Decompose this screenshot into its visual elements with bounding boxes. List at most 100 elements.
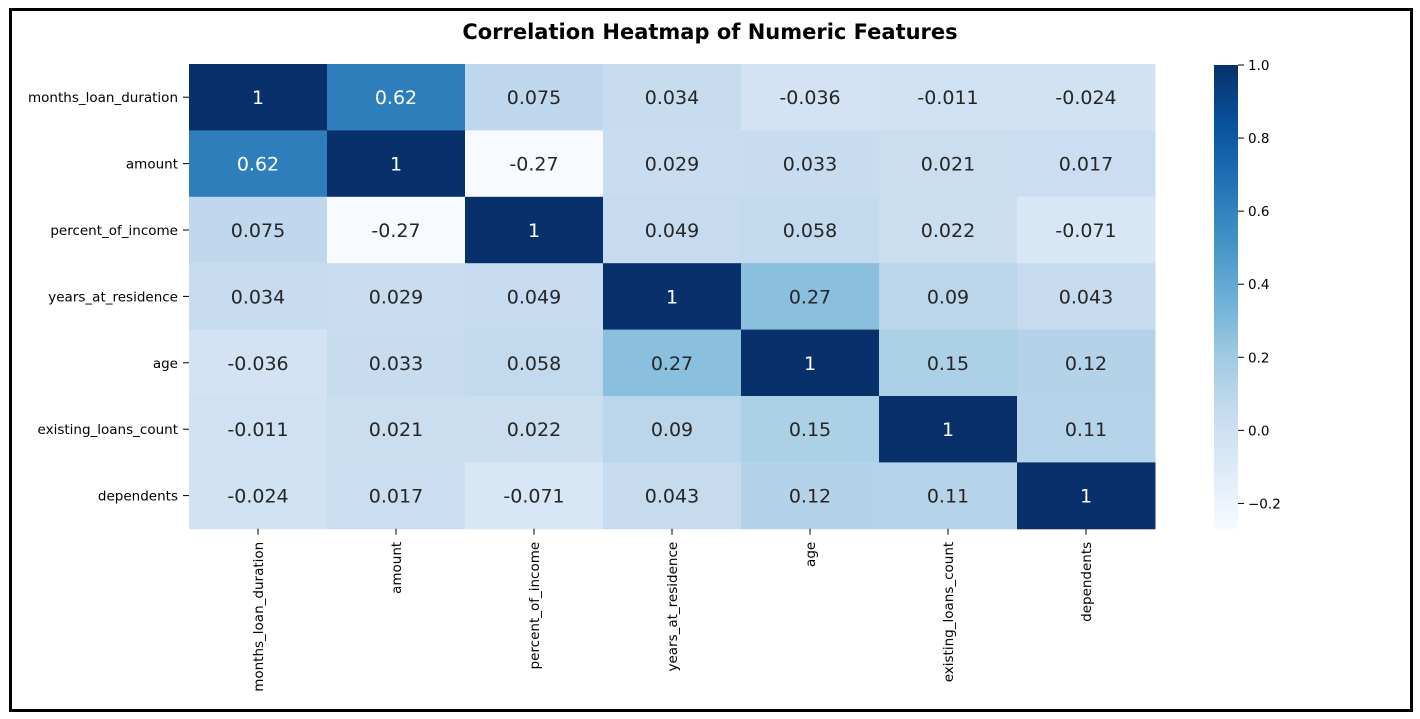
cell-annotation: 0.12 xyxy=(789,486,831,508)
cell-annotation: 1 xyxy=(666,286,678,308)
y-tick-label: years_at_residence xyxy=(48,289,178,305)
cell-annotation: 0.022 xyxy=(921,220,975,242)
x-tick-label: dependents xyxy=(1079,542,1095,622)
cell-annotation: 0.058 xyxy=(507,353,561,375)
heatmap-cell xyxy=(327,196,466,264)
x-tick-label: age xyxy=(803,542,819,567)
y-tick-label: existing_loans_count xyxy=(38,422,178,438)
cell-annotation: 1 xyxy=(1080,486,1092,508)
colorbar-tick-label: 0.4 xyxy=(1248,277,1269,293)
heatmap-cell xyxy=(879,130,1018,198)
column-labels: months_loan_duration amount percent_of_inc… xyxy=(251,528,1095,692)
heatmap-cell xyxy=(465,396,604,463)
y-tick-label: percent_of_income xyxy=(50,223,178,239)
cell-annotation: 0.043 xyxy=(645,486,699,508)
cell-annotation: -0.27 xyxy=(509,154,558,176)
heatmap-cell xyxy=(603,462,742,530)
cell-annotation: 0.62 xyxy=(375,87,417,109)
heatmap-cell xyxy=(1017,396,1156,463)
heatmap-cell xyxy=(465,462,604,530)
x-tick-label: years_at_residence xyxy=(665,542,681,672)
cell-annotation: -0.036 xyxy=(227,353,288,375)
cell-annotation: 0.27 xyxy=(789,286,831,308)
cell-annotation: 0.27 xyxy=(651,353,693,375)
heatmap-cell xyxy=(327,130,466,198)
heatmap-cell xyxy=(603,130,742,198)
heatmap-cell xyxy=(465,64,604,131)
heatmap-cell xyxy=(603,263,742,331)
heatmap-cell xyxy=(603,196,742,264)
heatmap-cell xyxy=(465,329,604,397)
heatmap-cell xyxy=(1017,64,1156,131)
cell-annotation: -0.024 xyxy=(227,486,288,508)
cell-annotation: 1 xyxy=(390,154,402,176)
heatmap-cell xyxy=(603,64,742,131)
heatmap-cell xyxy=(189,462,328,530)
colorbar-tick-label: −0.2 xyxy=(1248,496,1281,512)
cell-annotation: 0.058 xyxy=(783,220,837,242)
cell-annotation: 0.62 xyxy=(237,154,279,176)
cell-annotation: 1 xyxy=(528,220,540,242)
heatmap-cells: 1 0.62 0.075 0.034 -0.036 -0.011 -0.024 0.62 1 -0… xyxy=(189,64,1156,530)
cell-annotation: 0.09 xyxy=(927,286,969,308)
heatmap-cell xyxy=(741,130,880,198)
heatmap-cell xyxy=(189,329,328,397)
cell-annotation: 0.021 xyxy=(921,154,975,176)
heatmap-cell xyxy=(741,396,880,463)
y-tick-label: dependents xyxy=(98,489,178,505)
x-tick-label: months_loan_duration xyxy=(251,542,267,692)
y-tick-label: amount xyxy=(126,157,178,173)
cell-annotation: 0.15 xyxy=(789,419,831,441)
colorbar: 1.0 0.8 0.6 0.4 0.2 0.0 −0.2 xyxy=(1214,58,1281,529)
x-tick-label: existing_loans_count xyxy=(941,542,957,682)
x-tick-label: amount xyxy=(389,542,405,594)
heatmap-cell xyxy=(1017,196,1156,264)
cell-annotation: 1 xyxy=(942,419,954,441)
colorbar-tick-label: 0.8 xyxy=(1248,131,1269,147)
y-tick-label: age xyxy=(153,356,178,372)
heatmap-cell xyxy=(189,396,328,463)
colorbar-tick-label: 0.2 xyxy=(1248,350,1269,366)
cell-annotation: 0.049 xyxy=(507,286,561,308)
cell-annotation: 0.033 xyxy=(783,154,837,176)
heatmap-cell xyxy=(189,130,328,198)
x-tick-label: percent_of_income xyxy=(527,542,543,670)
colorbar-gradient xyxy=(1214,65,1238,529)
heatmap-cell xyxy=(189,64,328,131)
heatmap-cell xyxy=(465,130,604,198)
cell-annotation: 0.11 xyxy=(927,486,969,508)
cell-annotation: 0.029 xyxy=(645,154,699,176)
cell-annotation: 0.075 xyxy=(507,87,561,109)
heatmap-cell xyxy=(327,462,466,530)
cell-annotation: 0.043 xyxy=(1059,286,1113,308)
cell-annotation: 0.15 xyxy=(927,353,969,375)
heatmap-cell xyxy=(327,396,466,463)
heatmap-cell xyxy=(465,263,604,331)
heatmap-cell xyxy=(1017,329,1156,397)
heatmap-cell xyxy=(741,462,880,530)
heatmap-cell xyxy=(327,64,466,131)
heatmap-cell xyxy=(879,196,1018,264)
cell-annotation: 1 xyxy=(252,87,264,109)
cell-annotation: 0.022 xyxy=(507,419,561,441)
cell-annotation: -0.27 xyxy=(371,220,420,242)
heatmap-cell xyxy=(741,329,880,397)
cell-annotation: -0.011 xyxy=(917,87,978,109)
heatmap-cell xyxy=(189,263,328,331)
cell-annotation: -0.011 xyxy=(227,419,288,441)
heatmap-cell xyxy=(1017,462,1156,530)
cell-annotation: 0.017 xyxy=(1059,154,1113,176)
cell-annotation: 0.033 xyxy=(369,353,423,375)
heatmap-cell xyxy=(327,329,466,397)
heatmap-cell xyxy=(879,263,1018,331)
cell-annotation: -0.071 xyxy=(1055,220,1116,242)
cell-annotation: 0.11 xyxy=(1065,419,1107,441)
heatmap-cell xyxy=(603,329,742,397)
cell-annotation: -0.036 xyxy=(779,87,840,109)
colorbar-tick-label: 0.6 xyxy=(1248,204,1269,220)
heatmap-cell xyxy=(465,196,604,264)
cell-annotation: 0.034 xyxy=(645,87,699,109)
y-tick-label: months_loan_duration xyxy=(28,90,178,106)
